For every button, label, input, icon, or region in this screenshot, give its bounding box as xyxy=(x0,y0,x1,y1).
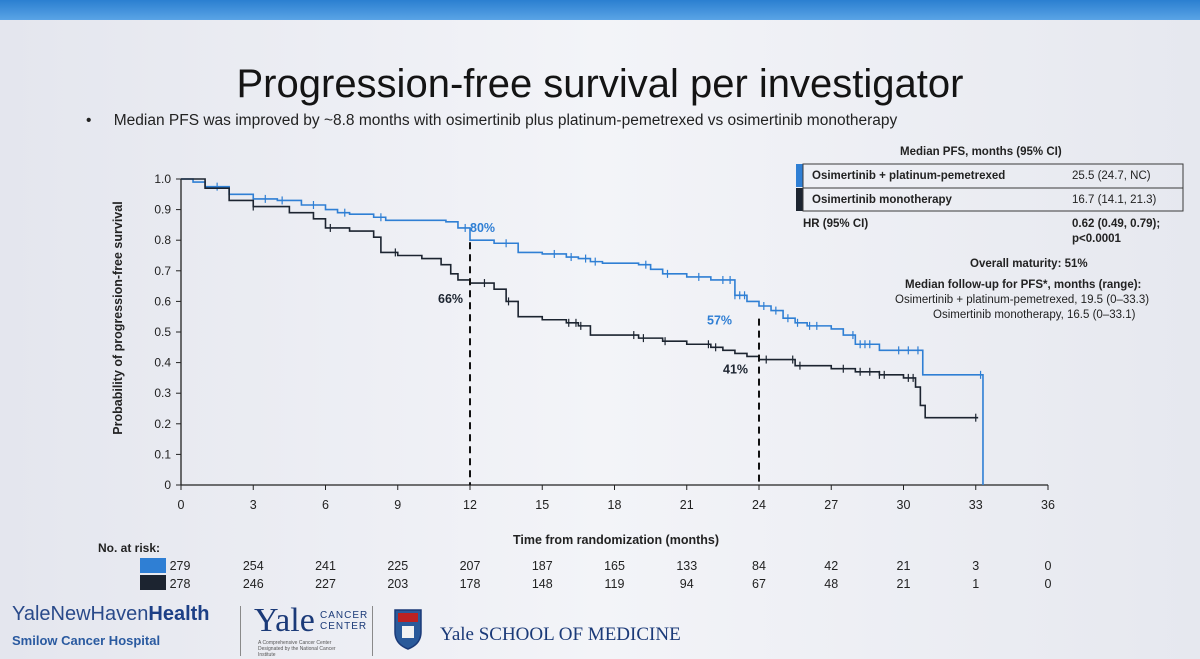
y-tick-label: 0 xyxy=(164,478,171,492)
annotation-57pct: 57% xyxy=(707,314,732,328)
no-at-risk-label: No. at risk: xyxy=(98,541,160,555)
risk-mono-value: 278 xyxy=(170,577,191,591)
risk-combo-value: 21 xyxy=(897,559,911,573)
risk-mono-value: 94 xyxy=(680,577,694,591)
smilow-logo: Smilow Cancer Hospital xyxy=(12,633,161,648)
footer-divider xyxy=(240,606,241,656)
x-tick-label: 18 xyxy=(608,498,622,512)
hr-pvalue: p<0.0001 xyxy=(1072,233,1121,245)
bullet-point: • Median PFS was improved by ~8.8 months… xyxy=(86,112,897,130)
risk-combo-value: 0 xyxy=(1045,559,1052,573)
x-tick-label: 0 xyxy=(178,498,185,512)
ynh-logo-plain: YaleNewHaven xyxy=(12,603,149,625)
x-tick-label: 9 xyxy=(394,498,401,512)
legend-value-mono: 16.7 (14.1, 21.3) xyxy=(1072,194,1157,206)
risk-mono-value: 1 xyxy=(972,577,979,591)
ycc-line2: CENTER xyxy=(320,621,368,632)
risk-mono-value: 203 xyxy=(387,577,408,591)
legend-label-combo: Osimertinib + platinum-pemetrexed xyxy=(812,170,1006,182)
legend-swatch-mono xyxy=(796,188,803,211)
ynh-logo-bold: Health xyxy=(148,603,210,625)
followup-combo: Osimertinib + platinum-pemetrexed, 19.5 … xyxy=(895,294,1150,306)
x-tick-label: 15 xyxy=(535,498,549,512)
slide-background xyxy=(0,20,1200,659)
x-tick-label: 21 xyxy=(680,498,694,512)
hr-label: HR (95% CI) xyxy=(803,218,869,230)
overall-maturity: Overall maturity: 51% xyxy=(970,258,1088,270)
y-tick-label: 0.9 xyxy=(154,203,171,217)
annotation-80pct: 80% xyxy=(470,221,495,235)
legend-label-mono: Osimertinib monotherapy xyxy=(812,194,952,206)
risk-mono-value: 246 xyxy=(243,577,264,591)
risk-mono-value: 119 xyxy=(605,577,625,591)
ynh-logo: YaleNewHavenHealth xyxy=(12,603,210,626)
x-tick-label: 36 xyxy=(1041,498,1055,512)
x-tick-label: 33 xyxy=(969,498,983,512)
legend-value-combo: 25.5 (24.7, NC) xyxy=(1072,170,1151,182)
x-tick-label: 12 xyxy=(463,498,477,512)
risk-combo-value: 207 xyxy=(460,559,481,573)
x-tick-label: 3 xyxy=(250,498,257,512)
y-tick-label: 0.4 xyxy=(154,356,171,370)
risk-combo-value: 84 xyxy=(752,559,766,573)
risk-combo-value: 3 xyxy=(972,559,979,573)
followup-header: Median follow-up for PFS*, months (range… xyxy=(905,279,1142,291)
y-axis-label: Probability of progression-free survival xyxy=(111,201,125,434)
km-curve-mono xyxy=(181,178,979,419)
risk-combo-value: 42 xyxy=(824,559,838,573)
y-tick-label: 0.5 xyxy=(154,325,171,339)
risk-mono-value: 0 xyxy=(1045,577,1052,591)
x-tick-label: 6 xyxy=(322,498,329,512)
risk-combo-value: 133 xyxy=(676,559,697,573)
risk-mono-value: 227 xyxy=(315,577,336,591)
y-tick-label: 1.0 xyxy=(154,172,171,186)
risk-combo-value: 241 xyxy=(315,559,336,573)
legend-swatch-combo xyxy=(796,164,803,187)
yale-school-of-medicine-logo: Yale SCHOOL OF MEDICINE xyxy=(440,624,681,645)
risk-mono-value: 148 xyxy=(532,577,553,591)
legend xyxy=(796,163,1184,212)
page-title: Progression-free survival per investigat… xyxy=(236,62,964,106)
risk-mono-value: 21 xyxy=(897,577,911,591)
legend-header: Median PFS, months (95% CI) xyxy=(900,146,1062,158)
annotation-66pct: 66% xyxy=(438,292,463,306)
yale-cancer-center-logo: Yale xyxy=(254,602,315,639)
x-tick-label: 24 xyxy=(752,498,766,512)
yale-shield-icon xyxy=(394,609,422,650)
y-tick-label: 0.8 xyxy=(154,233,171,247)
bullet-text: Median PFS was improved by ~8.8 months w… xyxy=(113,112,898,129)
ycc-subtitle: A Comprehensive Cancer Center Designated… xyxy=(258,640,336,658)
risk-swatch-mono xyxy=(140,575,166,590)
x-tick-label: 27 xyxy=(824,498,838,512)
followup-mono: Osimertinib monotherapy, 16.5 (0–33.1) xyxy=(933,309,1136,321)
y-tick-label: 0.7 xyxy=(154,264,171,278)
km-curve-combo xyxy=(181,178,984,485)
y-tick-label: 0.2 xyxy=(154,417,171,431)
ycc-wordmark: CANCER CENTER xyxy=(320,610,368,632)
risk-combo-value: 165 xyxy=(604,559,625,573)
y-tick-label: 0.1 xyxy=(154,447,171,461)
risk-combo-value: 279 xyxy=(170,559,191,573)
bullet-marker: • xyxy=(86,112,92,129)
risk-mono-value: 178 xyxy=(460,577,481,591)
risk-combo-value: 225 xyxy=(387,559,408,573)
risk-mono-value: 67 xyxy=(752,577,766,591)
ycc-line1: CANCER xyxy=(320,610,369,621)
x-axis-label: Time from randomization (months) xyxy=(513,533,719,547)
risk-combo-value: 187 xyxy=(532,559,553,573)
y-tick-label: 0.6 xyxy=(154,294,171,308)
risk-swatch-combo xyxy=(140,558,166,573)
annotation-41pct: 41% xyxy=(723,363,748,377)
x-tick-label: 30 xyxy=(897,498,911,512)
risk-mono-value: 48 xyxy=(824,577,838,591)
hr-value: 0.62 (0.49, 0.79); xyxy=(1072,218,1161,230)
risk-combo-value: 254 xyxy=(243,559,264,573)
screen-top-bar xyxy=(0,0,1200,20)
footer-divider-2 xyxy=(372,606,373,656)
y-tick-label: 0.3 xyxy=(154,386,171,400)
